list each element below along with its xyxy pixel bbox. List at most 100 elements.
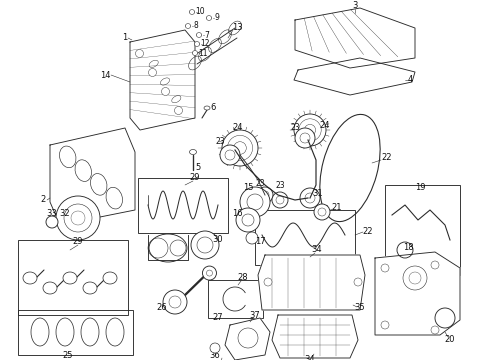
Polygon shape [50,128,135,225]
Circle shape [314,204,330,220]
Text: 14: 14 [100,71,110,80]
Ellipse shape [195,42,199,46]
Polygon shape [258,255,365,310]
Ellipse shape [43,282,57,294]
Text: 36: 36 [210,351,220,360]
Circle shape [257,187,273,203]
Polygon shape [130,30,195,130]
Ellipse shape [190,149,196,154]
Circle shape [202,266,217,280]
Text: 37: 37 [249,310,260,320]
Text: 29: 29 [190,174,200,183]
Circle shape [294,114,326,146]
Ellipse shape [186,24,191,28]
Polygon shape [148,235,188,260]
Polygon shape [225,318,270,360]
Text: 27: 27 [213,314,223,323]
Bar [255,210,355,265]
Ellipse shape [193,51,197,55]
Text: 21: 21 [320,206,330,215]
Text: 33: 33 [47,208,57,217]
Bar [385,185,460,275]
Text: 9: 9 [215,13,220,22]
Circle shape [222,130,258,166]
Text: 35: 35 [355,303,366,312]
Ellipse shape [206,16,212,20]
Circle shape [210,343,220,353]
Bar [208,280,263,318]
Text: 25: 25 [63,351,73,360]
Text: 16: 16 [232,210,243,219]
Circle shape [136,49,144,58]
Text: 4: 4 [407,76,413,85]
Ellipse shape [103,272,117,284]
Circle shape [381,264,389,272]
Text: 23: 23 [255,179,265,188]
Text: 7: 7 [204,31,209,40]
Text: 17: 17 [255,238,265,247]
Circle shape [240,187,270,217]
Text: 32: 32 [60,208,70,217]
Circle shape [191,231,219,259]
Ellipse shape [149,234,187,262]
Circle shape [195,41,199,46]
Bar [138,178,228,233]
Text: 24: 24 [320,121,330,130]
Circle shape [272,192,288,208]
Text: 18: 18 [403,243,413,252]
Circle shape [435,308,455,328]
Circle shape [174,107,182,114]
Circle shape [300,188,320,208]
Ellipse shape [204,106,210,110]
Circle shape [206,15,212,21]
Circle shape [431,326,439,334]
Text: 30: 30 [213,235,223,244]
Polygon shape [294,58,415,95]
Circle shape [46,216,58,228]
Text: 12: 12 [200,40,210,49]
Circle shape [246,232,258,244]
Polygon shape [295,8,415,68]
Circle shape [381,321,389,329]
Text: 29: 29 [73,238,83,247]
Text: 23: 23 [215,138,225,147]
Ellipse shape [23,272,37,284]
Text: 15: 15 [243,184,253,193]
Circle shape [196,32,201,37]
Text: 23: 23 [290,123,300,132]
Bar [18,240,128,315]
Circle shape [190,9,195,14]
Text: 21: 21 [332,202,342,211]
Text: 22: 22 [363,228,373,237]
Circle shape [56,196,100,240]
Text: 13: 13 [232,23,243,32]
Text: 5: 5 [196,162,200,171]
Text: 6: 6 [210,104,216,112]
Text: 22: 22 [382,153,392,162]
Ellipse shape [83,282,97,294]
Circle shape [295,128,315,148]
Text: 8: 8 [194,22,198,31]
Text: 28: 28 [238,274,248,283]
Text: 2: 2 [40,195,46,204]
Circle shape [186,23,191,28]
Circle shape [354,278,362,286]
Circle shape [264,278,272,286]
Text: 1: 1 [122,33,127,42]
Polygon shape [272,315,358,358]
Ellipse shape [190,10,195,14]
Text: 10: 10 [195,8,205,17]
Text: 34: 34 [305,356,315,360]
Text: 26: 26 [157,303,167,312]
Ellipse shape [196,33,201,37]
Circle shape [236,208,260,232]
Text: 24: 24 [233,123,243,132]
Ellipse shape [63,272,77,284]
Text: 11: 11 [198,49,208,58]
Circle shape [220,145,240,165]
Text: 23: 23 [275,180,285,189]
Bar [18,310,133,355]
Text: 31: 31 [313,189,323,198]
Circle shape [431,261,439,269]
Circle shape [163,290,187,314]
